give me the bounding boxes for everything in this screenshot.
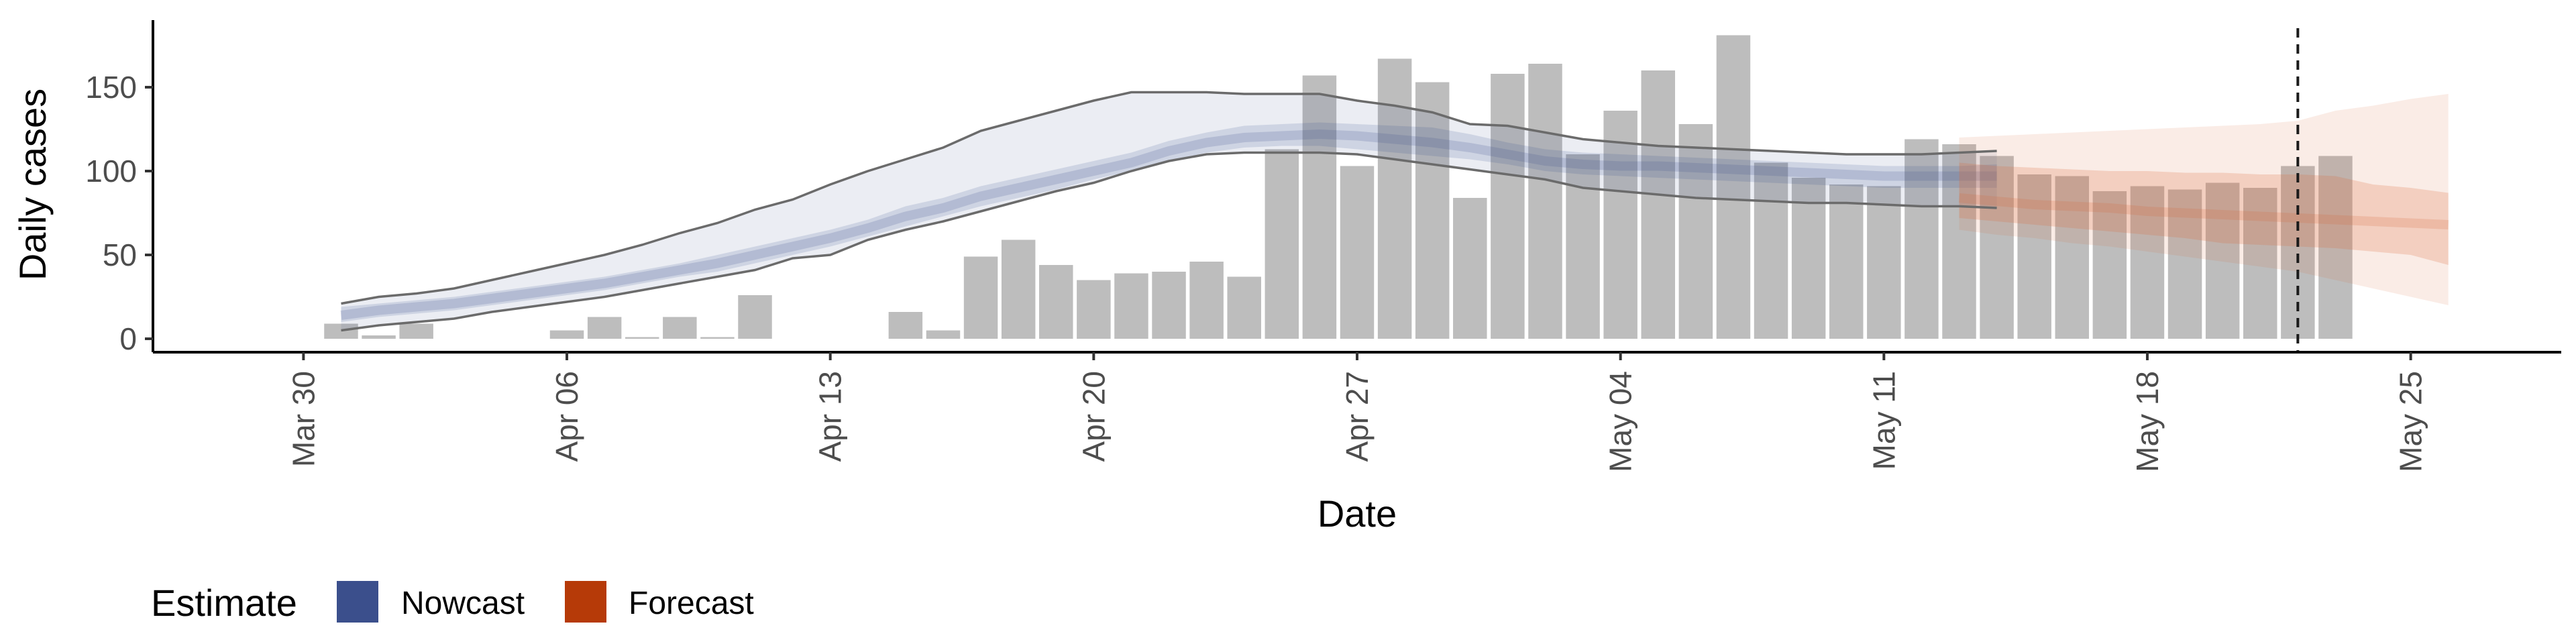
bars-layer: [324, 35, 2353, 339]
bar: [2017, 174, 2051, 339]
bar: [2055, 176, 2090, 339]
bar: [1152, 272, 1186, 339]
bar: [700, 337, 735, 339]
bar: [362, 335, 396, 339]
bar: [1904, 139, 1939, 339]
y-tick-label: 50: [103, 237, 137, 272]
forecast-90-band: [1959, 94, 2449, 305]
bar: [1754, 162, 1788, 339]
x-tick-label: Mar 30: [286, 371, 321, 467]
bar: [1415, 82, 1450, 339]
bar: [738, 295, 772, 339]
legend-title: Estimate: [151, 582, 297, 624]
bar: [1603, 111, 1638, 339]
bar: [2092, 191, 2127, 339]
nowcast-median-band: [340, 129, 1997, 320]
y-tick-label: 150: [85, 70, 137, 105]
bar: [1829, 184, 1864, 339]
bar: [1189, 262, 1224, 339]
legend-label-nowcast: Nowcast: [401, 586, 525, 621]
bar: [1716, 35, 1751, 339]
bar: [1077, 280, 1111, 339]
bar: [888, 312, 923, 339]
bar: [2205, 182, 2240, 339]
y-axis-title: Daily cases: [11, 89, 54, 280]
x-tick-label: May 11: [1866, 371, 1901, 470]
legend-swatch-forecast: [565, 581, 606, 623]
bar: [1039, 265, 1073, 339]
legend-label-forecast: Forecast: [629, 586, 754, 621]
bar: [2318, 156, 2353, 339]
nowcast-90-band: [341, 92, 1997, 331]
x-tick-label: Apr 27: [1340, 371, 1375, 462]
bar: [625, 337, 659, 339]
bar: [1302, 75, 1337, 339]
x-axis-title: Date: [1318, 492, 1397, 535]
lines-layer: [341, 91, 1997, 332]
bar: [1980, 156, 2014, 339]
bar: [1001, 239, 1036, 339]
y-axis-ticks: 0 50 100 150: [85, 70, 153, 356]
x-tick-label: May 04: [1603, 371, 1638, 472]
nowcast-lower-line: [341, 151, 1997, 332]
bar: [1491, 74, 1525, 339]
bar: [2130, 186, 2165, 339]
bar: [587, 317, 622, 339]
legend: Estimate Nowcast Forecast: [151, 581, 754, 624]
bar: [1942, 144, 1976, 339]
bands-layer: [340, 92, 2449, 331]
bar: [1114, 273, 1148, 339]
bar: [1453, 198, 1487, 339]
bar: [1227, 276, 1261, 339]
y-tick-label: 0: [119, 321, 137, 356]
plot-area: [324, 28, 2449, 352]
bar: [1791, 178, 1826, 339]
x-tick-label: Apr 13: [813, 371, 848, 462]
nowcast-50-band: [341, 122, 1997, 322]
bar: [1641, 70, 1675, 339]
bar: [1340, 166, 1375, 339]
x-tick-label: Apr 06: [549, 371, 584, 462]
y-tick-label: 100: [85, 154, 137, 189]
bar: [1678, 124, 1713, 339]
bar: [324, 323, 358, 339]
x-axis-ticks: Mar 30 Apr 06 Apr 13 Apr 20 Apr 27 May 04 May …: [286, 352, 2428, 472]
bar: [399, 323, 433, 339]
x-tick-label: Apr 20: [1076, 371, 1111, 462]
legend-swatch-nowcast: [337, 581, 378, 623]
forecast-50-band: [1959, 162, 2449, 265]
bar: [2243, 188, 2277, 339]
bar: [1528, 64, 1562, 339]
bar: [1377, 58, 1412, 339]
bar: [549, 330, 584, 339]
bar: [1265, 149, 1299, 339]
x-tick-label: May 25: [2394, 371, 2428, 472]
bar: [963, 256, 998, 339]
nowcast-upper-line: [341, 91, 1997, 305]
bar: [926, 330, 961, 339]
bar: [1867, 186, 1901, 339]
bar: [663, 317, 697, 339]
bar: [2167, 189, 2202, 339]
axes: 0 50 100 150 Mar 30 Apr 06 Apr 13 Apr 20 Apr 27…: [85, 20, 2561, 472]
x-tick-label: May 18: [2130, 371, 2165, 472]
forecast-median-band: [1958, 193, 2449, 229]
